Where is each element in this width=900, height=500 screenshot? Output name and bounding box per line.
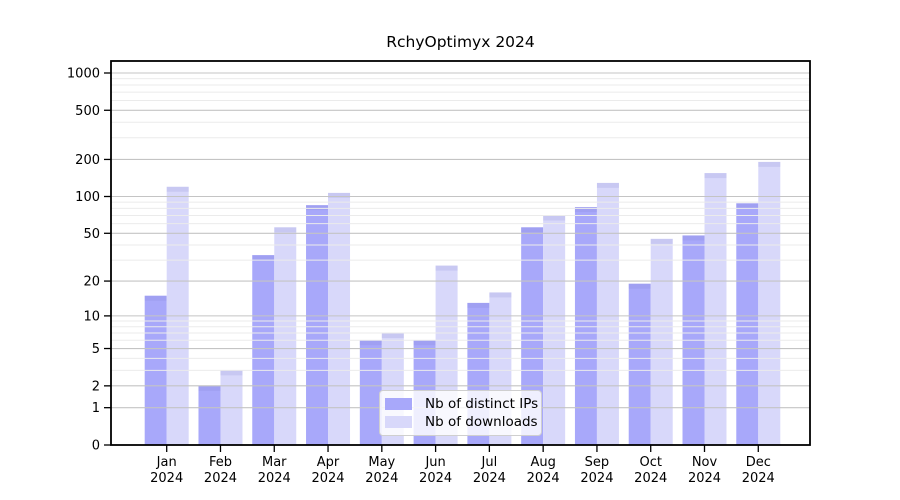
legend: Nb of distinct IPs Nb of downloads <box>379 390 542 436</box>
bar-cap-ips-feb <box>198 385 221 391</box>
bar-cap-ips-dec <box>736 203 759 209</box>
y-tick-label-1: 1 <box>92 401 100 416</box>
bar-downloads-oct <box>650 238 673 445</box>
bar-cap-downloads-jul <box>489 292 512 298</box>
bar-downloads-mar <box>274 227 297 445</box>
bar-ips-feb <box>198 385 221 445</box>
bar-downloads-apr <box>328 192 351 445</box>
legend-label-downloads: Nb of downloads <box>425 414 538 430</box>
legend-swatch-downloads <box>385 416 412 428</box>
x-tick-label-sep: Sep <box>585 455 610 470</box>
bar-downloads-nov <box>704 173 727 445</box>
x-tick-label-may: May <box>368 455 395 470</box>
bar-cap-ips-sep <box>574 207 597 213</box>
bar-cap-downloads-feb <box>220 370 243 376</box>
bar-cap-downloads-dec <box>758 161 781 167</box>
bar-cap-ips-jul <box>467 302 490 308</box>
x-tick-label-aug: Aug <box>530 455 555 470</box>
y-tick-label-1000: 1000 <box>67 67 100 82</box>
x-tick-label-year-jun: 2024 <box>419 471 452 486</box>
x-tick-label-apr: Apr <box>317 455 340 470</box>
bar-cap-downloads-sep <box>596 182 619 188</box>
bar-cap-ips-apr <box>306 205 329 211</box>
bar-cap-downloads-nov <box>704 173 727 179</box>
x-tick-label-year-feb: 2024 <box>204 471 237 486</box>
bar-cap-ips-aug <box>521 227 544 233</box>
x-tick-label-year-jul: 2024 <box>473 471 506 486</box>
bar-ips-may <box>359 340 382 445</box>
y-tick-label-5: 5 <box>92 342 100 357</box>
bar-ips-sep <box>574 207 597 445</box>
legend-item-downloads: Nb of downloads <box>385 413 538 431</box>
bar-ips-apr <box>306 205 329 445</box>
bar-downloads-sep <box>596 182 619 446</box>
bar-downloads-dec <box>758 161 781 445</box>
x-tick-label-jun: Jun <box>424 455 445 470</box>
y-tick-label-20: 20 <box>83 275 100 290</box>
bar-cap-downloads-jun <box>435 265 458 271</box>
x-tick-label-oct: Oct <box>639 455 661 470</box>
plot-frame <box>110 60 811 446</box>
bar-cap-ips-jan <box>144 295 167 301</box>
bar-cap-downloads-jan <box>166 186 189 192</box>
bar-cap-ips-nov <box>682 235 705 241</box>
bar-cap-ips-oct <box>628 283 651 289</box>
y-tick-label-100: 100 <box>75 190 100 205</box>
bar-cap-ips-may <box>359 340 382 346</box>
bar-cap-ips-jun <box>413 340 436 346</box>
bar-cap-downloads-apr <box>328 192 351 198</box>
x-tick-label-feb: Feb <box>209 455 232 470</box>
x-tick-label-year-sep: 2024 <box>580 471 613 486</box>
x-tick-label-year-may: 2024 <box>365 471 398 486</box>
x-tick-label-year-mar: 2024 <box>258 471 291 486</box>
x-tick-label-jul: Jul <box>481 455 498 470</box>
legend-item-distinct-ips: Nb of distinct IPs <box>385 395 538 413</box>
bar-ips-oct <box>628 283 651 445</box>
x-tick-label-nov: Nov <box>692 455 718 470</box>
bar-cap-ips-mar <box>252 255 275 261</box>
bar-cap-downloads-mar <box>274 227 297 233</box>
x-tick-label-year-jan: 2024 <box>150 471 183 486</box>
y-tick-label-0: 0 <box>92 439 100 454</box>
x-tick-label-year-nov: 2024 <box>688 471 721 486</box>
x-tick-label-year-dec: 2024 <box>742 471 775 486</box>
y-tick-label-50: 50 <box>83 227 100 242</box>
y-tick-label-200: 200 <box>75 153 100 168</box>
bar-downloads-aug <box>543 215 566 445</box>
x-tick-label-year-apr: 2024 <box>311 471 344 486</box>
x-tick-label-jan: Jan <box>156 455 177 470</box>
bar-cap-downloads-may <box>381 333 404 339</box>
legend-label-distinct-ips: Nb of distinct IPs <box>425 396 539 412</box>
bar-cap-downloads-aug <box>543 215 566 221</box>
x-tick-label-dec: Dec <box>746 455 771 470</box>
y-tick-label-500: 500 <box>75 104 100 119</box>
bar-cap-downloads-oct <box>650 238 673 244</box>
bar-ips-mar <box>252 255 275 445</box>
y-tick-label-10: 10 <box>83 309 100 324</box>
y-tick-label-2: 2 <box>92 379 100 394</box>
bar-ips-dec <box>736 203 759 445</box>
x-tick-label-year-oct: 2024 <box>634 471 667 486</box>
x-tick-label-year-aug: 2024 <box>527 471 560 486</box>
chart-title: RchyOptimyx 2024 <box>386 33 535 51</box>
legend-swatch-distinct-ips <box>385 398 412 410</box>
x-tick-label-mar: Mar <box>262 455 287 470</box>
